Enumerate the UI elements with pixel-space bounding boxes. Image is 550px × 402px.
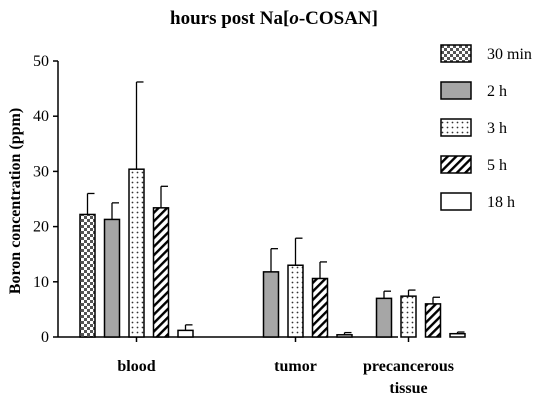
legend-swatch [440, 81, 472, 100]
legend-label: 30 min [487, 46, 532, 63]
y-tick-label: 40 [33, 108, 49, 125]
legend-swatch [440, 155, 472, 174]
bar [424, 303, 442, 338]
y-tick-label: 0 [41, 329, 49, 346]
bar [449, 332, 466, 338]
y-tick-label: 30 [33, 163, 49, 180]
bar [177, 329, 194, 338]
legend-label: 5 h [487, 157, 507, 174]
y-tick-label: 10 [33, 274, 49, 291]
legend-label: 3 h [487, 120, 507, 137]
plot-area: 0 10 20 30 40 50 blood tumor precancerous tissue [33, 53, 466, 397]
x-tick-label: blood [117, 358, 155, 375]
bar [336, 334, 353, 338]
bar [400, 295, 417, 338]
legend: 30 min 2 h 3 h 5 h 18 h [440, 44, 532, 211]
bar [152, 207, 170, 338]
x-tick-label: tumor [274, 358, 317, 375]
legend-swatch [440, 192, 472, 211]
y-axis-label: Boron concentration (ppm) [7, 108, 24, 294]
y-tick-label: 20 [33, 219, 49, 236]
legend-label: 2 h [487, 83, 507, 100]
legend-swatch [440, 118, 472, 137]
bar [79, 213, 96, 338]
legend-label: 18 h [487, 194, 515, 211]
bar [128, 168, 145, 338]
legend-swatch [440, 44, 472, 63]
bar [262, 271, 280, 338]
bar [311, 277, 329, 338]
bar [375, 297, 393, 338]
y-tick-label: 50 [33, 53, 49, 70]
bar [103, 218, 121, 338]
bar [287, 264, 304, 338]
chart-title: hours post Na[o-COSAN] [170, 8, 378, 29]
x-tick-label: precancerous tissue [363, 358, 454, 397]
